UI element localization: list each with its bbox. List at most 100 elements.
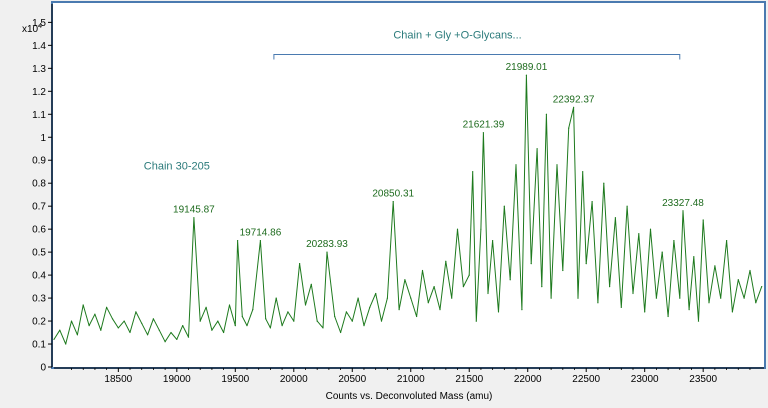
data-point [421, 269, 424, 272]
y-multiplier-label: x104 [22, 23, 42, 35]
data-point [88, 325, 90, 327]
x-tick-label: 20500 [338, 374, 366, 385]
data-point [536, 148, 538, 150]
x-tick-label: 20000 [280, 374, 308, 385]
x-tick-label: 21000 [397, 374, 425, 385]
x-tick-label: 22000 [514, 374, 542, 385]
data-point [182, 325, 184, 327]
data-point [451, 297, 453, 299]
data-point [269, 327, 271, 329]
data-point [141, 322, 143, 324]
chart-annotation: Chain + Gly +O-Glycans... [393, 29, 521, 41]
data-point [472, 171, 474, 173]
y-tick-label: 0.2 [32, 317, 46, 328]
data-point [304, 304, 307, 306]
data-point [749, 269, 751, 272]
data-point [287, 311, 289, 313]
data-point [585, 263, 587, 265]
peak-label: 20283.93 [306, 239, 348, 250]
data-point [123, 320, 125, 322]
data-point [334, 315, 336, 318]
data-point [135, 311, 137, 313]
data-point [205, 306, 207, 308]
data-point [545, 113, 548, 115]
data-point [65, 343, 67, 345]
data-point [482, 132, 484, 134]
data-point [682, 210, 684, 212]
x-tick-label: 19500 [221, 374, 249, 385]
data-point [259, 240, 261, 242]
data-point [392, 201, 394, 203]
data-point [111, 318, 114, 320]
data-point [541, 286, 543, 288]
data-point [439, 309, 441, 311]
data-point [720, 297, 722, 299]
data-point [228, 304, 231, 306]
data-point [515, 164, 517, 166]
data-point [427, 302, 429, 304]
data-point [509, 279, 511, 281]
data-point [530, 263, 532, 265]
data-point [480, 228, 482, 230]
data-point [252, 309, 254, 311]
y-tick-label: 1.4 [32, 41, 46, 52]
data-point [293, 320, 295, 322]
data-point [351, 320, 353, 322]
data-point [714, 265, 716, 267]
data-point [100, 329, 102, 331]
data-point [176, 338, 178, 340]
data-point [577, 297, 579, 299]
data-point [661, 251, 663, 253]
y-tick-label: 0.4 [32, 271, 46, 282]
data-point [187, 336, 190, 338]
data-point [649, 228, 652, 230]
data-point [573, 106, 575, 108]
data-point [562, 269, 564, 272]
peak-label: 19714.86 [240, 228, 282, 239]
data-point [357, 297, 359, 299]
plot-area[interactable] [51, 1, 766, 369]
data-point [234, 325, 236, 327]
data-point [199, 320, 201, 322]
data-point [223, 331, 225, 334]
data-point [369, 306, 371, 308]
data-point [275, 297, 277, 299]
chart-annotation: Chain 30-205 [144, 160, 210, 172]
y-tick-label: 0.6 [32, 225, 46, 236]
data-point [568, 127, 570, 129]
data-point [731, 311, 734, 313]
data-point [117, 327, 119, 329]
data-point [667, 315, 669, 318]
peak-label: 21989.01 [506, 62, 548, 73]
data-point [525, 74, 528, 76]
peak-label: 19145.87 [173, 205, 215, 216]
data-point [614, 217, 617, 219]
data-point [556, 164, 558, 166]
data-point [743, 297, 745, 299]
data-point [737, 279, 739, 281]
data-point [386, 297, 388, 299]
data-point [626, 205, 628, 207]
x-tick-label: 18500 [104, 374, 132, 385]
data-point [591, 201, 593, 203]
y-exponent: 4 [38, 23, 42, 30]
y-tick-label: 0.8 [32, 179, 46, 190]
data-point [82, 304, 84, 306]
data-point [475, 320, 477, 322]
x-tick-label: 19000 [163, 374, 191, 385]
data-point [445, 260, 447, 262]
data-point [106, 306, 108, 308]
data-point [129, 331, 131, 334]
data-point [404, 279, 406, 281]
data-point [241, 315, 243, 318]
data-point [380, 320, 383, 322]
data-point [761, 286, 763, 288]
data-point [375, 292, 377, 295]
annotation-group: 19145.87 19714.86 20283.93 20850.31 21621.39… [144, 29, 704, 250]
y-tick-label: 1.3 [32, 64, 46, 75]
x-tick-label: 21500 [455, 374, 483, 385]
peak-label: 20850.31 [372, 189, 414, 200]
data-point [609, 286, 611, 288]
